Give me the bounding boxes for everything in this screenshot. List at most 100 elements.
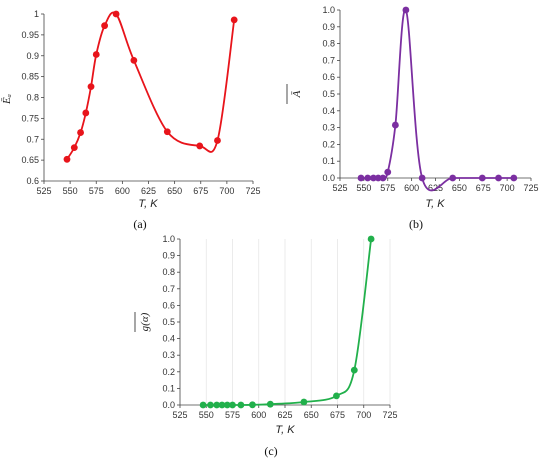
x-tick-label: 575 [380, 183, 395, 193]
data-point [364, 174, 372, 182]
data-point [230, 16, 238, 24]
y-tick-label: 0.85 [21, 72, 39, 82]
y-tick-label: 0.9 [26, 51, 39, 61]
data-point [367, 235, 375, 243]
data-point [379, 174, 387, 182]
x-tick-label: 550 [356, 183, 371, 193]
data-point [478, 174, 486, 182]
data-point [402, 6, 410, 14]
y-axis-label: Ēₐ [1, 94, 13, 105]
x-tick-label: 625 [277, 410, 292, 420]
data-point [333, 392, 340, 400]
x-tick-label: 575 [225, 410, 240, 420]
y-tick-label: 0.9 [162, 251, 175, 261]
data-point [266, 400, 274, 408]
data-point [300, 398, 308, 406]
y-tick-label: 1.0 [322, 5, 335, 15]
x-tick-label: 525 [36, 186, 51, 196]
x-axis-label: T, K [425, 198, 445, 210]
data-point [196, 142, 204, 150]
y-tick-label: 0.6 [322, 72, 335, 82]
y-tick-label: 0.2 [162, 367, 175, 377]
y-tick-label: 0.5 [162, 317, 175, 327]
x-tick-label: 625 [141, 186, 156, 196]
y-tick-label: 0.8 [162, 267, 175, 277]
y-tick-label: 0.7 [26, 134, 39, 144]
data-point [207, 401, 214, 409]
chart-panel-c: 0.0 0.1 0.2 0.3 0.4 0.5 0.6 0.7 0.8 0.9 1.0 525 550 5… [134, 234, 398, 458]
series-line [361, 8, 514, 192]
panel-caption: (b) [409, 217, 423, 231]
y-tick-label: 1 [34, 9, 39, 19]
y-tick-label: 0.3 [162, 350, 175, 360]
panel-caption: (c) [264, 444, 277, 458]
y-tick-label: 0.7 [162, 284, 175, 294]
data-point [70, 144, 78, 152]
y-tick-label: 1.0 [162, 234, 175, 244]
data-point [350, 366, 358, 374]
y-tick-label: 0.0 [322, 173, 335, 183]
x-tick-label: 650 [167, 186, 182, 196]
data-point [77, 129, 84, 136]
y-tick-label: 0.6 [26, 176, 39, 186]
data-point [418, 174, 426, 182]
y-tick-label: 0.1 [322, 156, 335, 166]
x-tick-label: 600 [404, 183, 419, 193]
data-point [199, 401, 207, 409]
y-tick-label: 0.6 [162, 300, 175, 310]
y-axis-label: Ā [291, 90, 303, 98]
data-point [391, 121, 399, 129]
y-tick-label: 0.65 [21, 155, 39, 165]
data-point [374, 174, 382, 182]
x-tick-label: 550 [199, 410, 214, 420]
y-tick-label: 0.3 [322, 123, 335, 133]
data-point [214, 137, 221, 144]
x-tick-label: 575 [89, 186, 104, 196]
x-tick-label: 650 [304, 410, 319, 420]
y-tick-label: 0.4 [322, 106, 335, 116]
data-point [87, 83, 95, 91]
data-point [357, 174, 365, 182]
x-tick-label: 600 [251, 410, 266, 420]
x-tick-label: 550 [63, 186, 78, 196]
x-tick-label: 675 [330, 410, 345, 420]
x-axis-label: T, K [138, 198, 158, 210]
data-point [449, 174, 457, 182]
data-point [82, 109, 90, 117]
data-point [237, 401, 245, 409]
data-point [218, 401, 226, 409]
x-tick-label: 675 [476, 183, 491, 193]
x-tick-label: 600 [115, 186, 130, 196]
x-tick-label: 650 [452, 183, 467, 193]
data-point [495, 174, 502, 182]
x-tick-label: 725 [523, 183, 538, 193]
y-tick-label: 0.0 [162, 400, 175, 410]
data-point [229, 401, 236, 409]
x-tick-label: 525 [332, 183, 347, 193]
series-line [203, 238, 372, 406]
data-point [92, 51, 100, 58]
data-point [213, 401, 221, 409]
x-tick-label: 700 [356, 410, 371, 420]
y-tick-label: 0.95 [21, 30, 39, 40]
y-tick-label: 0.9 [322, 22, 335, 32]
x-tick-label: 700 [500, 183, 515, 193]
data-point [370, 174, 377, 182]
y-tick-label: 0.7 [322, 55, 335, 65]
chart-panel-b: 0.0 0.1 0.2 0.3 0.4 0.5 0.6 0.7 0.8 0.9 1.0 525 550 5… [286, 5, 539, 231]
y-tick-label: 0.75 [21, 113, 39, 123]
y-tick-label: 0.4 [162, 334, 175, 344]
x-tick-label: 725 [382, 410, 397, 420]
data-point [112, 10, 120, 18]
data-point [101, 22, 109, 30]
data-point [130, 56, 138, 64]
data-point [249, 401, 256, 409]
y-tick-label: 0.8 [26, 93, 39, 103]
panel-caption: (a) [133, 217, 146, 231]
y-tick-label: 0.5 [322, 89, 335, 99]
data-point [223, 401, 231, 409]
data-point [163, 128, 171, 136]
data-point [510, 174, 518, 182]
data-point [63, 155, 71, 163]
